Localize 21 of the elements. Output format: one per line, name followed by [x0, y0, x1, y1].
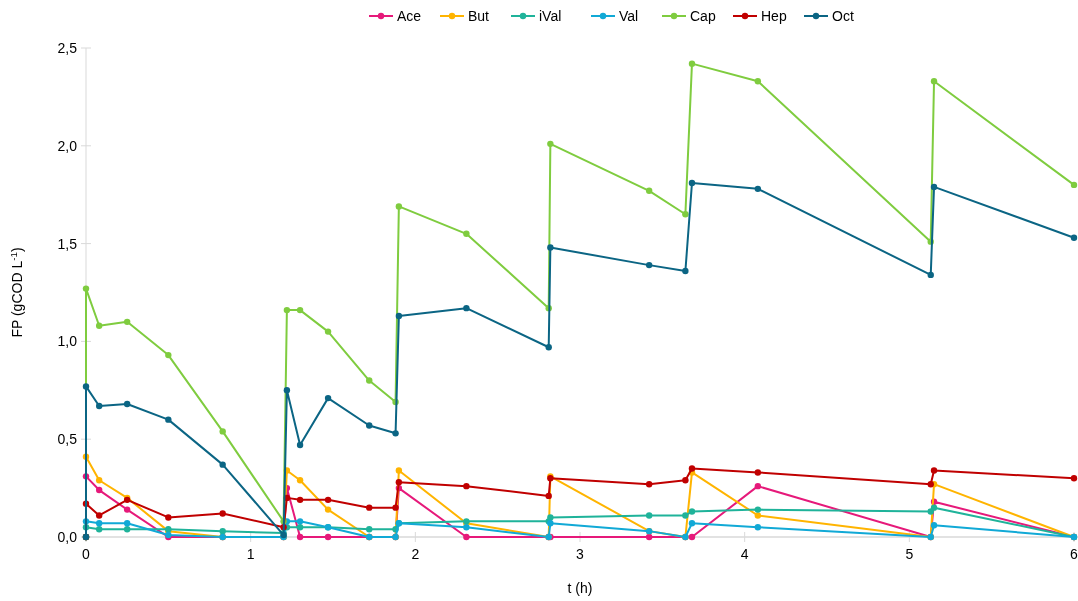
x-tick-label: 2 — [411, 546, 420, 562]
y-tick-label: 0,0 — [57, 529, 78, 545]
x-tick-label: 4 — [740, 546, 749, 562]
y-tick-label: 1,5 — [57, 235, 78, 252]
legend-label: Oct — [832, 8, 854, 24]
legend-label: Ace — [397, 8, 422, 24]
y-tick-label: 0,5 — [57, 431, 78, 448]
legend-label: Cap — [690, 8, 716, 24]
x-tick-label: 0 — [82, 546, 91, 562]
legend-label: Val — [619, 8, 639, 24]
y-tick-label: 2,0 — [57, 137, 78, 154]
x-tick-label: 3 — [576, 546, 585, 562]
x-axis-title: t (h) — [567, 580, 593, 596]
legend-label: But — [468, 8, 490, 24]
x-tick-label: 6 — [1070, 546, 1078, 562]
y-tick-label: 1,0 — [57, 333, 78, 350]
legend-label: iVal — [539, 8, 562, 24]
y-tick-label: 2,5 — [57, 40, 78, 56]
x-tick-label: 5 — [905, 546, 914, 562]
legend-label: Hep — [761, 8, 787, 24]
x-tick-label: 1 — [246, 546, 255, 562]
